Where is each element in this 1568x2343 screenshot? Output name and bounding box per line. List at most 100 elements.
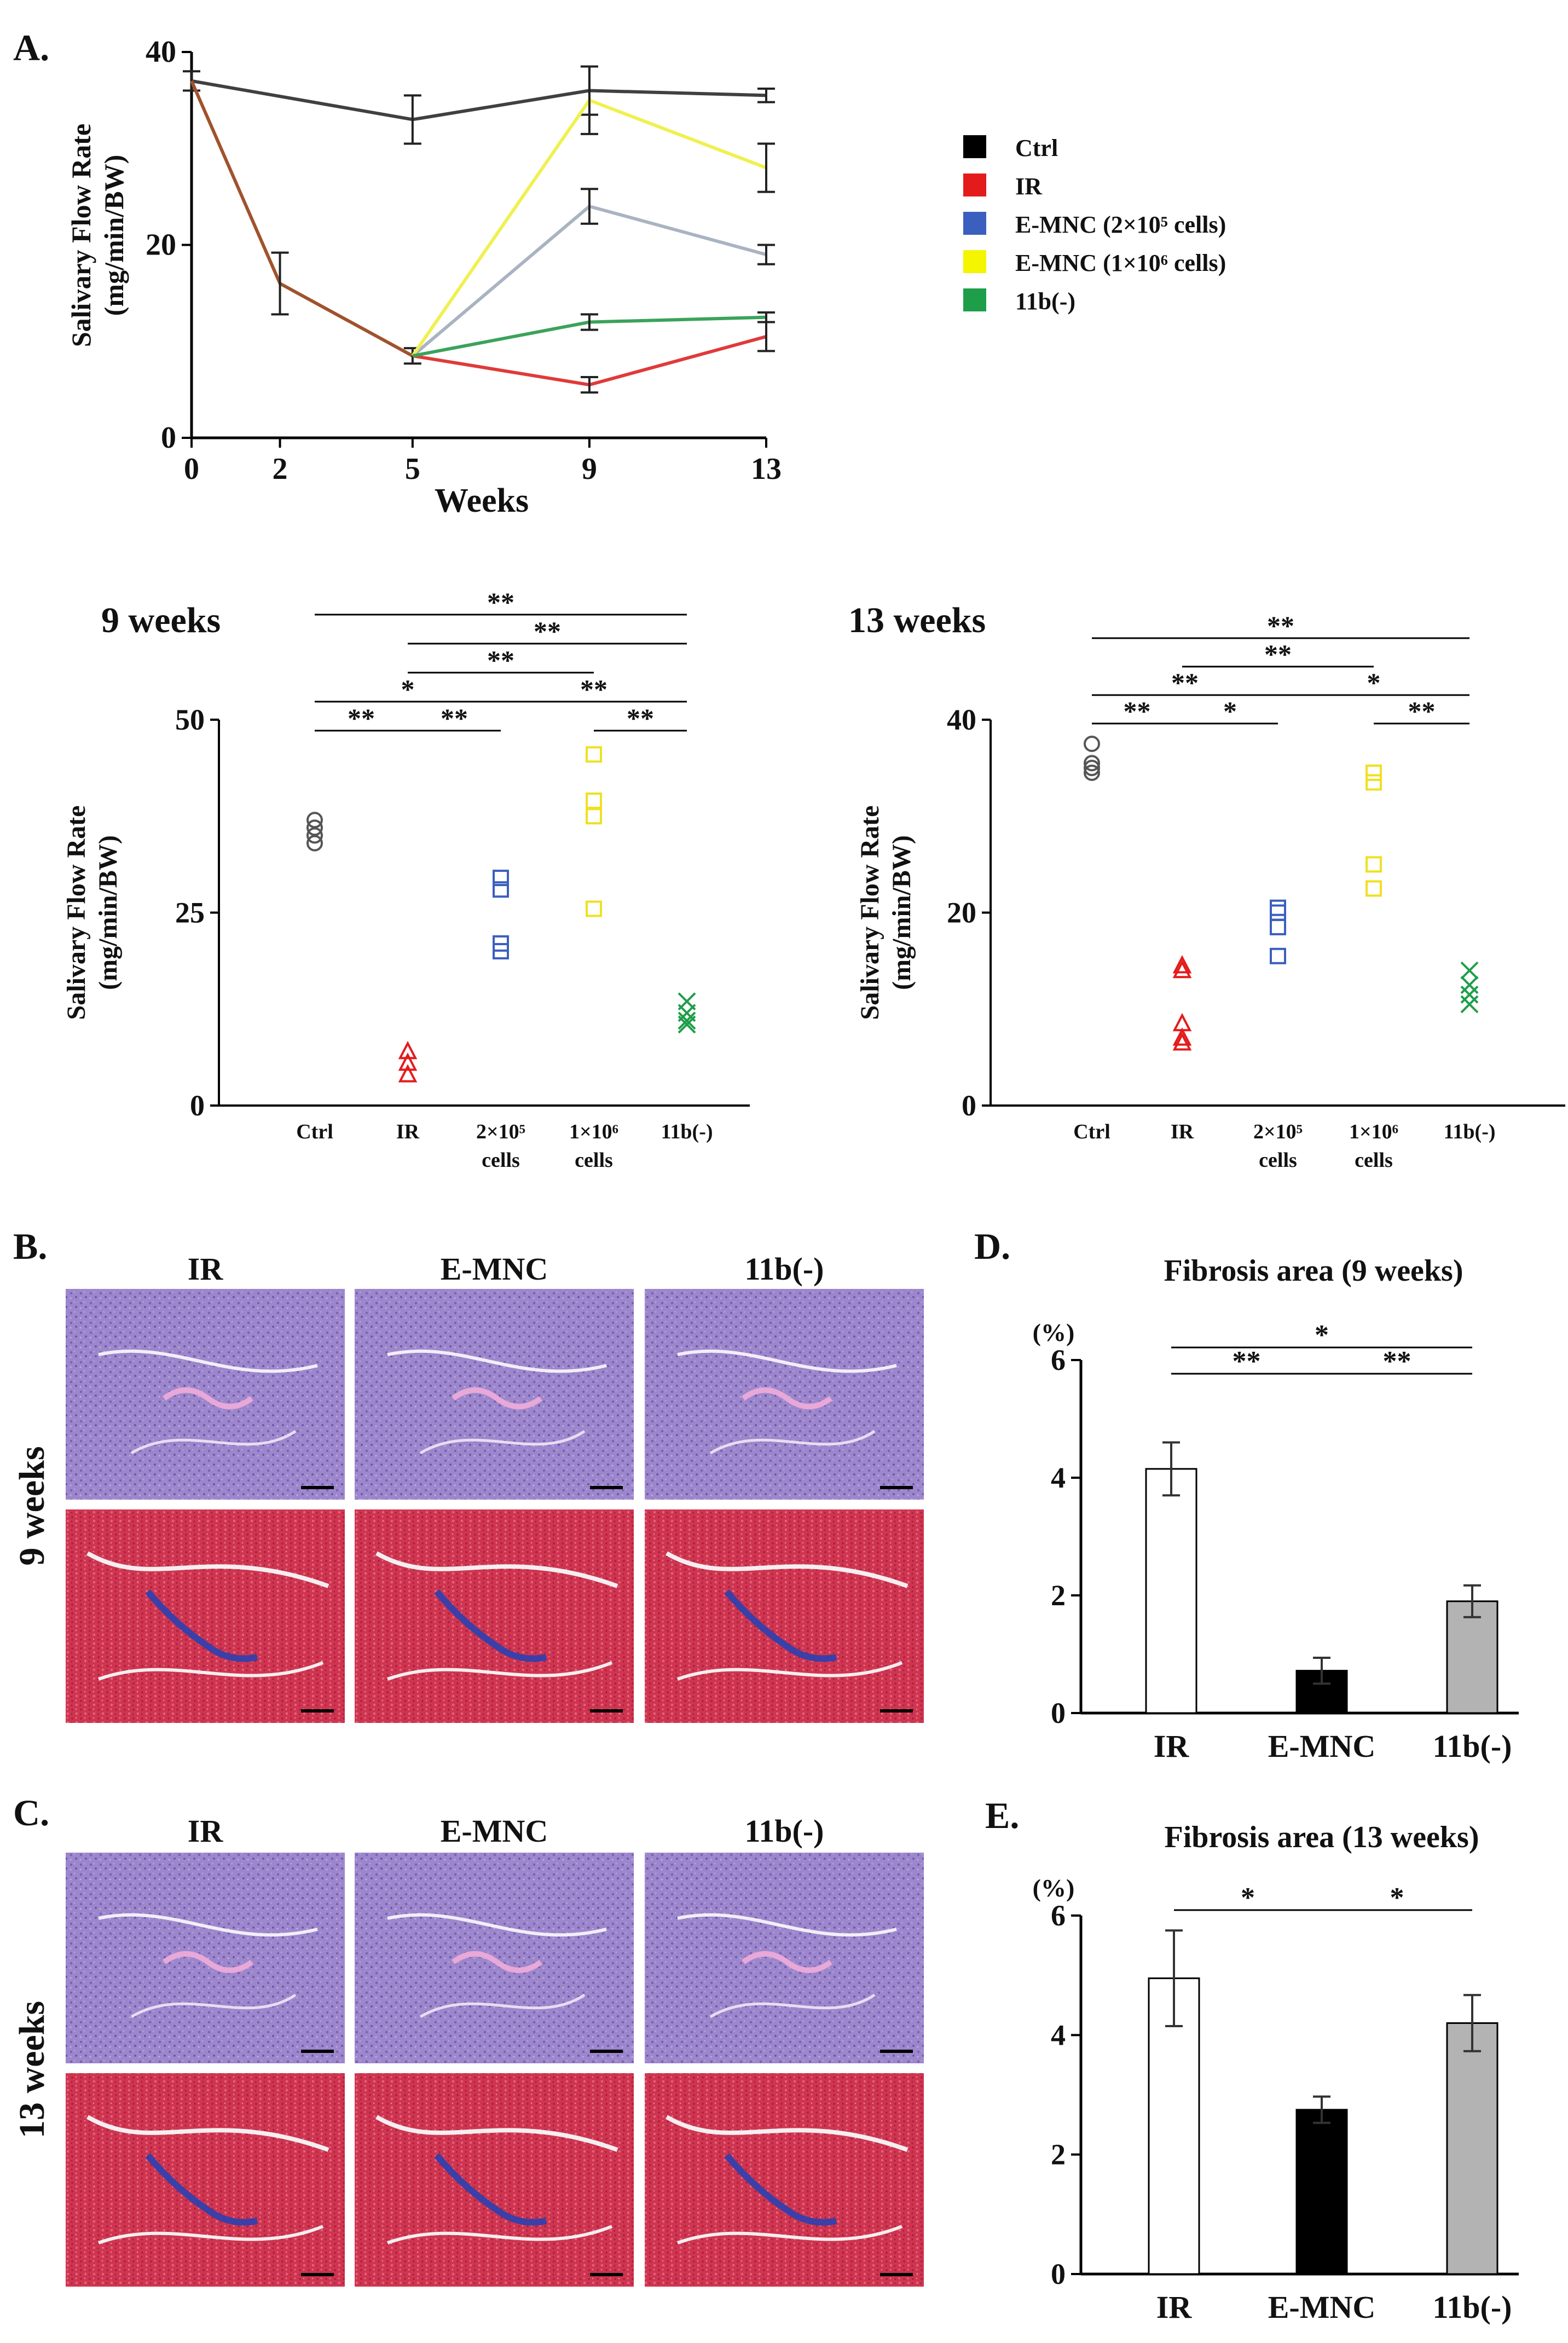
panel-letter-d: D. <box>974 1225 1010 1267</box>
significance-label: * <box>401 674 415 704</box>
x-tick-label: 11b(-) <box>1444 1120 1496 1143</box>
mt-stain-image <box>66 2073 345 2287</box>
bar <box>1295 2109 1348 2275</box>
tissue-septum <box>677 1913 897 1937</box>
y-tick-label: 6 <box>1051 1344 1066 1376</box>
data-point <box>1460 985 1479 1004</box>
tissue-duct <box>742 1951 832 1973</box>
legend-swatch <box>963 173 986 196</box>
tissue-septum <box>676 2225 903 2244</box>
tissue-septum <box>676 1661 903 1681</box>
legend-swatch <box>963 212 986 235</box>
y-tick-label: 40 <box>146 35 176 69</box>
tissue-septum <box>86 2115 329 2152</box>
y-axis-unit: (%) <box>1033 1318 1075 1346</box>
tissue-duct <box>163 1951 253 1973</box>
mt-stain-tissue <box>645 2073 924 2287</box>
y-tick-label: 4 <box>1051 2018 1066 2051</box>
significance-label: * <box>1315 1320 1329 1351</box>
data-point <box>1172 959 1192 979</box>
bar <box>1145 1468 1197 1714</box>
tissue-duct <box>452 1387 542 1409</box>
tissue-septum <box>419 1430 586 1455</box>
significance-label: ** <box>348 703 375 733</box>
y-tick-label: 0 <box>1051 2258 1066 2290</box>
x-tick-label: E-MNC <box>1268 1728 1376 1764</box>
data-point <box>493 870 509 887</box>
significance-label: ** <box>1124 696 1151 726</box>
x-tick-label: 1×10⁶ <box>569 1120 618 1143</box>
bar-chart-fibrosis-9-weeks: Fibrosis area (9 weeks) (%) 0 2 4 6 IR E-MNC 11b… <box>1033 1254 1519 1764</box>
line-chart-legend: Ctrl IR E-MNC (2×10⁵ cells) E-MNC (1×10⁶ ce… <box>963 135 1226 315</box>
legend-label: 11b(-) <box>1015 288 1075 315</box>
significance-label: * <box>1223 696 1237 726</box>
tissue-septum <box>677 1349 897 1373</box>
histology-grid-9-weeks: IR E-MNC 11b(-) 9 weeks <box>12 1251 924 1723</box>
tissue-septum <box>98 1913 318 1937</box>
tissue-septum <box>387 1349 607 1373</box>
data-point <box>678 1015 696 1034</box>
data-point <box>1270 904 1286 921</box>
he-stain-image <box>66 1289 345 1500</box>
mt-stain-image <box>645 2073 924 2287</box>
y-tick-label: 2 <box>1051 1579 1066 1612</box>
x-tick-label: Ctrl <box>296 1120 333 1143</box>
data-point <box>1172 955 1192 974</box>
tissue-septum <box>709 1430 876 1455</box>
tissue-septum <box>386 2225 613 2244</box>
he-stain-image <box>355 1853 634 2063</box>
y-tick-label: 0 <box>190 1089 205 1122</box>
histology-column-label: E-MNC <box>441 1813 548 1849</box>
panel-letter-b: B. <box>13 1225 47 1267</box>
data-point <box>678 1011 696 1030</box>
tissue-septum <box>419 1993 586 2018</box>
tissue-septum <box>665 1551 909 1588</box>
legend-label: IR <box>1015 173 1043 200</box>
x-tick-label: 2 <box>273 452 288 486</box>
significance-label: ** <box>627 703 654 733</box>
x-tick-sublabel: cells <box>1355 1149 1393 1172</box>
legend-swatch <box>963 250 986 273</box>
data-point <box>398 1040 418 1060</box>
he-stain-image <box>645 1853 924 2063</box>
histology-row-label: 9 weeks <box>12 1446 52 1565</box>
panel-letter-e: E. <box>985 1795 1019 1836</box>
scatter-chart-9-weeks: 9 weeks 0 25 50 Salivary Flow Rate (mg/min/BW… <box>62 587 750 1172</box>
data-point <box>1460 995 1479 1014</box>
data-point <box>1270 918 1286 935</box>
tissue-septum <box>98 1349 318 1373</box>
x-tick-label: IR <box>396 1120 420 1143</box>
significance-label: ** <box>1264 639 1292 669</box>
he-stain-image <box>66 1853 345 2063</box>
x-tick-label: 2×10⁵ <box>476 1120 525 1143</box>
significance-label: ** <box>1233 1346 1261 1377</box>
collagen-fibers <box>434 2153 547 2226</box>
data-point <box>586 746 602 763</box>
data-point <box>1366 880 1382 897</box>
mt-stain-tissue <box>355 1509 634 1723</box>
data-point <box>493 943 509 959</box>
he-stain-image <box>645 1289 924 1500</box>
mt-stain-image <box>645 1509 924 1723</box>
series-line-ir-early <box>190 80 414 357</box>
data-point <box>1172 1032 1192 1051</box>
chart-title: 9 weeks <box>101 600 221 640</box>
collagen-fibers <box>145 2153 258 2226</box>
y-tick-label: 0 <box>962 1089 976 1122</box>
data-point <box>1084 760 1100 777</box>
histology-column-label: 11b(-) <box>745 1251 824 1287</box>
tissue-septum <box>386 1661 613 1681</box>
chart-title: Fibrosis area (13 weeks) <box>1165 1820 1479 1854</box>
tissue-septum <box>665 2115 909 2152</box>
x-tick-label: 2×10⁵ <box>1253 1120 1303 1143</box>
y-axis-title-unit: (mg/min/BW) <box>887 835 916 990</box>
data-point <box>306 812 323 829</box>
data-point <box>1366 856 1382 873</box>
y-tick-label: 0 <box>161 421 176 455</box>
histology-row-label: 13 weeks <box>12 2001 52 2138</box>
data-point <box>1460 976 1479 994</box>
significance-label: ** <box>487 645 514 675</box>
significance-label: ** <box>1383 1346 1411 1377</box>
y-tick-label: 6 <box>1051 1899 1066 1932</box>
data-point <box>1084 755 1100 772</box>
